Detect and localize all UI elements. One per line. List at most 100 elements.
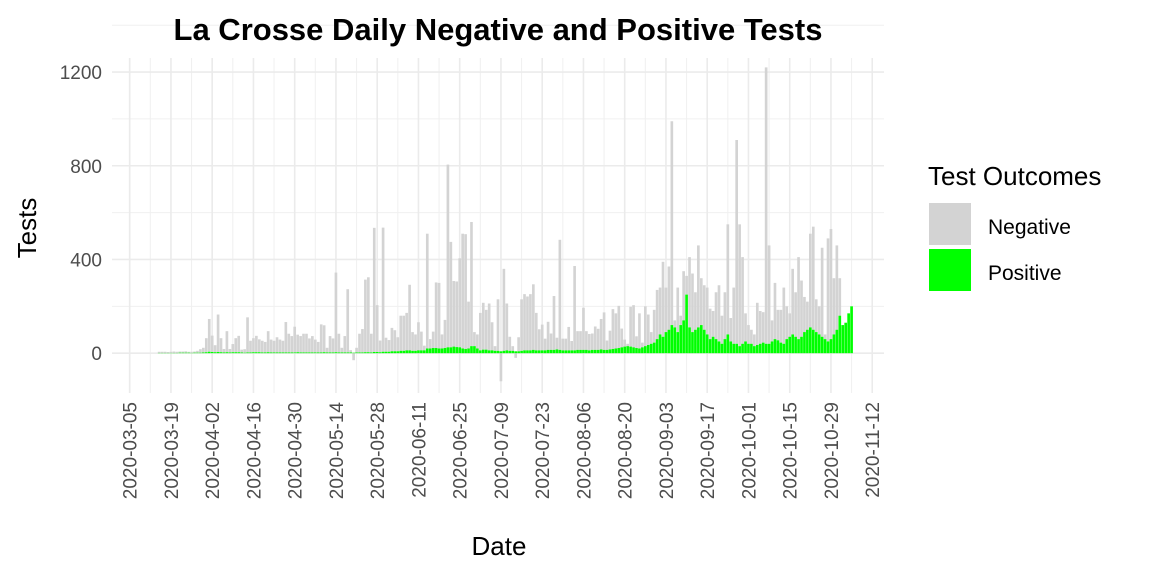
bar-positive xyxy=(260,352,264,354)
bar-negative xyxy=(443,319,447,349)
bar-positive xyxy=(635,348,638,354)
bar-positive xyxy=(611,348,615,354)
bar-positive xyxy=(602,349,606,354)
bar-negative xyxy=(567,326,571,351)
bar-negative xyxy=(325,347,329,353)
bar-positive xyxy=(691,332,694,354)
bar-positive xyxy=(499,351,503,354)
bar-negative xyxy=(570,340,573,351)
bar-positive xyxy=(558,349,562,354)
bar-negative xyxy=(210,335,214,353)
bar-positive xyxy=(322,352,326,354)
bar-positive xyxy=(219,352,223,354)
bar-negative xyxy=(605,340,609,350)
x-tick-label: 2020-10-01 xyxy=(739,402,760,499)
bar-positive xyxy=(358,352,361,354)
bar-positive xyxy=(596,349,600,354)
bar-negative xyxy=(758,311,762,344)
y-axis-title: Tests xyxy=(12,198,42,259)
bar-positive xyxy=(632,347,635,354)
bar-positive xyxy=(670,325,674,354)
bar-positive xyxy=(308,352,311,354)
bar-negative xyxy=(747,325,750,344)
bar-negative xyxy=(688,257,691,328)
bar-positive xyxy=(202,352,205,354)
bar-negative xyxy=(405,312,408,351)
bar-positive xyxy=(641,347,644,354)
bar-positive xyxy=(546,349,550,354)
bar-positive xyxy=(231,352,235,354)
bar-negative xyxy=(741,257,744,344)
bar-negative xyxy=(641,342,644,348)
bar-positive xyxy=(664,332,668,354)
bar-negative xyxy=(178,351,182,353)
bar-positive xyxy=(423,350,426,354)
bar-negative xyxy=(670,121,674,326)
bar-negative xyxy=(204,338,208,353)
y-tick-label: 0 xyxy=(91,344,102,365)
bar-positive xyxy=(588,350,591,354)
bar-positive xyxy=(773,339,777,354)
bar-positive xyxy=(204,352,208,354)
legend-label-negative: Negative xyxy=(988,216,1071,239)
bar-positive xyxy=(800,336,803,354)
bar-positive xyxy=(791,334,794,354)
bar-positive xyxy=(658,334,662,354)
bar-negative xyxy=(249,340,252,353)
bar-positive xyxy=(508,350,512,354)
bar-positive xyxy=(767,343,771,354)
bar-negative xyxy=(537,329,541,351)
bar-positive xyxy=(337,352,341,354)
bar-negative xyxy=(302,333,305,353)
bar-negative xyxy=(682,271,685,321)
bar-positive xyxy=(331,352,335,354)
legend-title: Test Outcomes xyxy=(928,161,1101,191)
bar-positive xyxy=(638,348,641,354)
bar-negative xyxy=(331,338,335,353)
bar-positive xyxy=(735,343,738,354)
legend: Test Outcomes Negative Positive xyxy=(928,161,1101,291)
bar-negative xyxy=(175,351,179,353)
bar-positive xyxy=(567,350,571,354)
x-tick-label: 2020-09-03 xyxy=(657,402,678,499)
bar-negative xyxy=(499,353,503,382)
bar-negative xyxy=(826,238,830,342)
bar-negative xyxy=(461,233,464,349)
bar-positive xyxy=(364,352,367,354)
bar-positive xyxy=(797,339,800,354)
bar-negative xyxy=(281,340,285,353)
bar-positive xyxy=(593,349,597,354)
bar-positive xyxy=(207,351,211,354)
bar-positive xyxy=(770,341,774,354)
bar-negative xyxy=(561,338,565,351)
bar-negative xyxy=(222,348,226,353)
bar-positive xyxy=(361,352,364,354)
bar-positive xyxy=(614,348,618,354)
bar-negative xyxy=(272,340,276,353)
bar-negative xyxy=(296,334,299,353)
bar-positive xyxy=(381,351,385,354)
bar-negative xyxy=(635,336,638,349)
bar-negative xyxy=(723,292,727,340)
bar-negative xyxy=(702,285,706,330)
bar-positive xyxy=(434,348,438,354)
x-tick-label: 2020-07-23 xyxy=(533,402,554,499)
bar-negative xyxy=(316,341,320,353)
x-tick-label: 2020-10-15 xyxy=(781,402,802,499)
bar-negative xyxy=(832,278,836,335)
bar-negative xyxy=(526,296,529,351)
bar-negative xyxy=(157,351,161,353)
bar-negative xyxy=(458,258,462,348)
bar-positive xyxy=(576,349,579,354)
bar-positive xyxy=(275,352,279,354)
bar-positive xyxy=(776,340,780,354)
x-tick-label: 2020-06-25 xyxy=(451,402,472,499)
bar-negative xyxy=(202,347,205,353)
bar-positive xyxy=(296,352,299,354)
bar-negative xyxy=(464,234,467,349)
bar-positive xyxy=(390,351,394,354)
bar-positive xyxy=(249,352,252,354)
bar-negative xyxy=(582,307,585,350)
bar-positive xyxy=(449,347,453,354)
bar-negative xyxy=(602,312,606,350)
